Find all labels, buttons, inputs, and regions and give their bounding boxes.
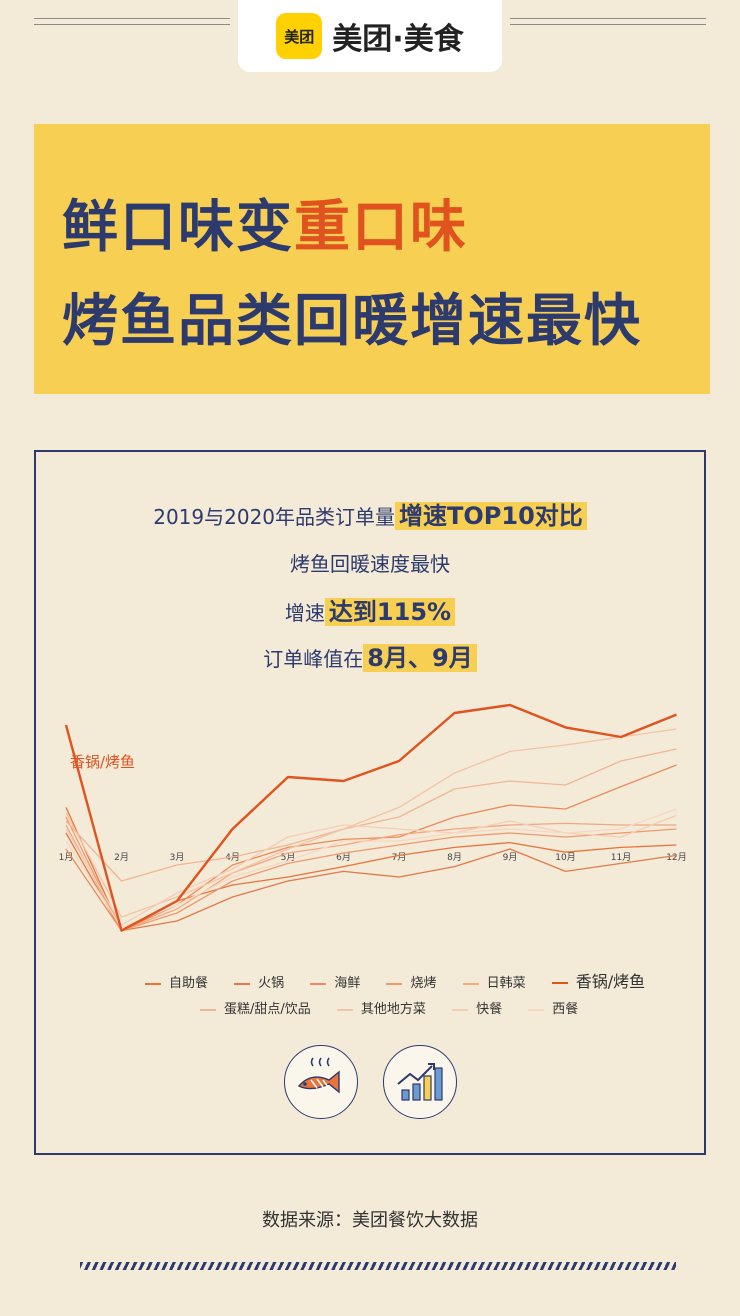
legend-item-香锅烤鱼: 香锅/烤鱼 bbox=[551, 972, 646, 991]
headline-line1-highlight: 重口味 bbox=[294, 195, 468, 260]
headline-line1: 鲜口味变重口味 bbox=[62, 182, 468, 263]
subtitle-line4: 订单峰值在 8月、9月 bbox=[0, 638, 740, 673]
x-tick-label: 5月 bbox=[281, 852, 296, 863]
subtitle-line3: 增速 达到115% bbox=[0, 592, 740, 627]
legend-label: 日韩菜 bbox=[486, 976, 526, 991]
legend-item-自助餐: 自助餐 bbox=[145, 976, 208, 991]
grilled-fish-icon bbox=[284, 1045, 358, 1119]
series-line-海鲜 bbox=[65, 764, 677, 932]
legend-label: 香锅/烤鱼 bbox=[575, 972, 646, 991]
x-tick-label: 7月 bbox=[392, 852, 407, 863]
series-line-日韩菜 bbox=[65, 822, 677, 932]
legend-item-快餐: 快餐 bbox=[452, 1002, 502, 1017]
top-rule-right bbox=[510, 18, 706, 25]
headline-line1-part1: 鲜口味变 bbox=[62, 195, 294, 260]
headline-line2: 烤鱼品类回暖增速最快 bbox=[62, 289, 642, 354]
series-line-西餐 bbox=[65, 808, 677, 929]
legend-label: 西餐 bbox=[552, 1002, 579, 1017]
subtitle-line2: 烤鱼回暖速度最快 bbox=[290, 552, 450, 576]
footer-hatch bbox=[80, 1262, 676, 1270]
data-source: 数据来源：美团餐饮大数据 bbox=[262, 1210, 478, 1231]
brand-name: 美团·美食 bbox=[332, 22, 464, 57]
subtitle-line4-highlight: 8月、9月 bbox=[363, 644, 477, 672]
legend-item-西餐: 西餐 bbox=[528, 1002, 578, 1017]
x-tick-label: 6月 bbox=[336, 852, 351, 863]
legend-label: 快餐 bbox=[476, 1002, 503, 1017]
headline-banner: 鲜口味变重口味 烤鱼品类回暖增速最快 bbox=[34, 124, 710, 394]
legend-item-其他地方菜: 其他地方菜 bbox=[336, 1002, 426, 1017]
x-tick-label: 9月 bbox=[503, 852, 518, 863]
legend-label: 烧烤 bbox=[410, 976, 437, 991]
x-tick-label: 3月 bbox=[170, 852, 185, 863]
subtitle-line1: 2019与2020年品类订单量 增速TOP10对比 bbox=[0, 496, 740, 531]
legend-label: 自助餐 bbox=[169, 976, 209, 991]
series-line-火锅 bbox=[65, 832, 677, 932]
legend-label: 蛋糕/甜点/饮品 bbox=[224, 1002, 311, 1017]
legend-row1: 自助餐 火锅 海鲜 烧烤 日韩菜 香锅/烤鱼 bbox=[145, 968, 645, 992]
series-line-蛋糕/甜点/饮品 bbox=[65, 748, 677, 882]
x-tick-label: 8月 bbox=[447, 852, 462, 863]
x-tick-label: 12月 bbox=[666, 852, 686, 863]
series-line-烧烤 bbox=[65, 816, 677, 932]
subtitle-line4-prefix: 订单峰值在 bbox=[263, 647, 364, 671]
x-tick-label: 2月 bbox=[114, 852, 129, 863]
series-line-快餐 bbox=[65, 814, 677, 926]
legend-label: 火锅 bbox=[258, 976, 285, 991]
subtitle-line1-prefix: 2019与2020年品类订单量 bbox=[153, 505, 396, 529]
legend-item-海鲜: 海鲜 bbox=[310, 976, 360, 991]
legend-item-日韩菜: 日韩菜 bbox=[462, 976, 526, 991]
chart-panel bbox=[34, 450, 706, 1155]
series-line-香锅/烤鱼 bbox=[64, 703, 677, 932]
subtitle-line1-highlight: 增速TOP10对比 bbox=[395, 502, 587, 530]
legend-row2: 蛋糕/甜点/饮品 其他地方菜 快餐 西餐 bbox=[200, 998, 578, 1017]
legend-label: 海鲜 bbox=[334, 976, 361, 991]
top-rule-left bbox=[34, 18, 230, 25]
subtitle-line3-prefix: 增速 bbox=[284, 601, 325, 625]
series-line-其他地方菜 bbox=[65, 728, 677, 918]
subtitle-line3-highlight: 达到115% bbox=[324, 598, 456, 626]
x-tick-label: 11月 bbox=[611, 852, 631, 863]
legend-item-烧烤: 烧烤 bbox=[386, 976, 436, 991]
brand-logo-mark: 美团 bbox=[276, 13, 323, 59]
chart-annotation: 香锅/烤鱼 bbox=[70, 753, 135, 771]
legend-label: 其他地方菜 bbox=[360, 1002, 426, 1017]
x-tick-label: 1月 bbox=[59, 852, 74, 863]
growth-chart-icon bbox=[383, 1045, 457, 1119]
legend-item-火锅: 火锅 bbox=[234, 976, 284, 991]
brand-logo: 美团 美团·美食 bbox=[238, 0, 502, 72]
legend-item-蛋糕: 蛋糕/甜点/饮品 bbox=[200, 1002, 311, 1017]
x-tick-label: 10月 bbox=[555, 852, 575, 863]
